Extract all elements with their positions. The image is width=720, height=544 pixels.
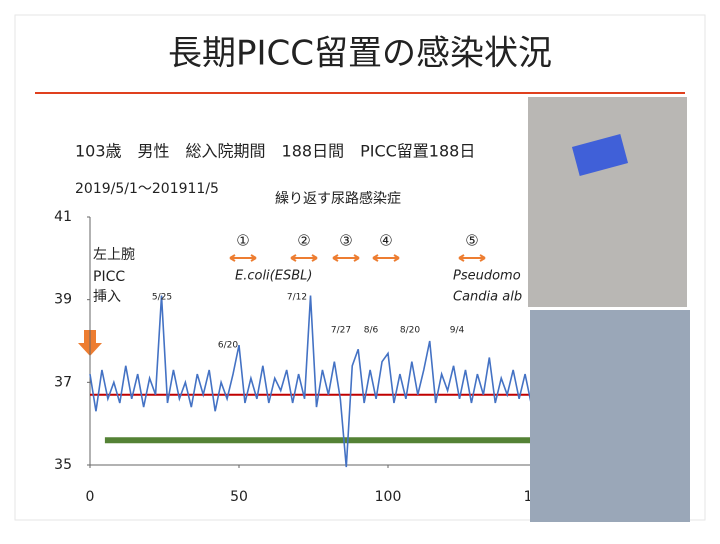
episode-arrow — [290, 254, 318, 262]
episode-label: ③ — [339, 232, 352, 250]
organism-label: Pseudomo — [453, 269, 521, 284]
y-tick-label: 35 — [54, 457, 72, 473]
y-tick-label: 39 — [54, 292, 72, 308]
date-label: 8/6 — [364, 326, 379, 336]
episode-arrow — [332, 254, 360, 262]
side-label: 挿入 — [93, 289, 121, 305]
y-tick-label: 37 — [54, 374, 72, 390]
period: 2019/5/1～201911/5 — [75, 181, 219, 197]
organism-label: Candia alb — [453, 290, 522, 305]
side-label: 左上腕 — [93, 247, 135, 263]
episode-arrow — [458, 254, 486, 262]
date-label: 5/25 — [152, 293, 172, 303]
episode-arrow — [372, 254, 400, 262]
episode-label: ② — [297, 232, 310, 250]
organism-label: E.coli(ESBL) — [235, 269, 312, 284]
date-label: 7/12 — [287, 293, 307, 303]
photo — [530, 310, 690, 522]
episode-arrow — [229, 254, 257, 262]
photo — [528, 97, 687, 307]
side-label: PICC — [93, 269, 125, 285]
title: 長期PICC留置の感染状況 — [168, 34, 552, 74]
photo-mask — [571, 134, 629, 176]
temperature-line — [89, 295, 550, 468]
date-label: 8/20 — [400, 326, 420, 336]
y-tick-label: 41 — [54, 209, 72, 225]
date-label: 6/20 — [218, 341, 238, 351]
x-tick-label: 0 — [86, 489, 95, 505]
episode-label: ⑤ — [465, 232, 478, 250]
x-tick-label: 100 — [375, 489, 402, 505]
episode-label: ④ — [379, 232, 392, 250]
info: 103歳 男性 総入院期間 188日間 PICC留置188日 — [75, 142, 475, 161]
date-label: 9/4 — [450, 326, 465, 336]
date-label: 7/27 — [331, 326, 351, 336]
subtitle: 繰り返す尿路感染症 — [275, 190, 401, 207]
episode-label: ① — [236, 232, 249, 250]
x-tick-label: 50 — [230, 489, 248, 505]
